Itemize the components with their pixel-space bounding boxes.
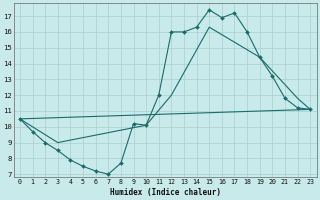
X-axis label: Humidex (Indice chaleur): Humidex (Indice chaleur) bbox=[109, 188, 220, 197]
